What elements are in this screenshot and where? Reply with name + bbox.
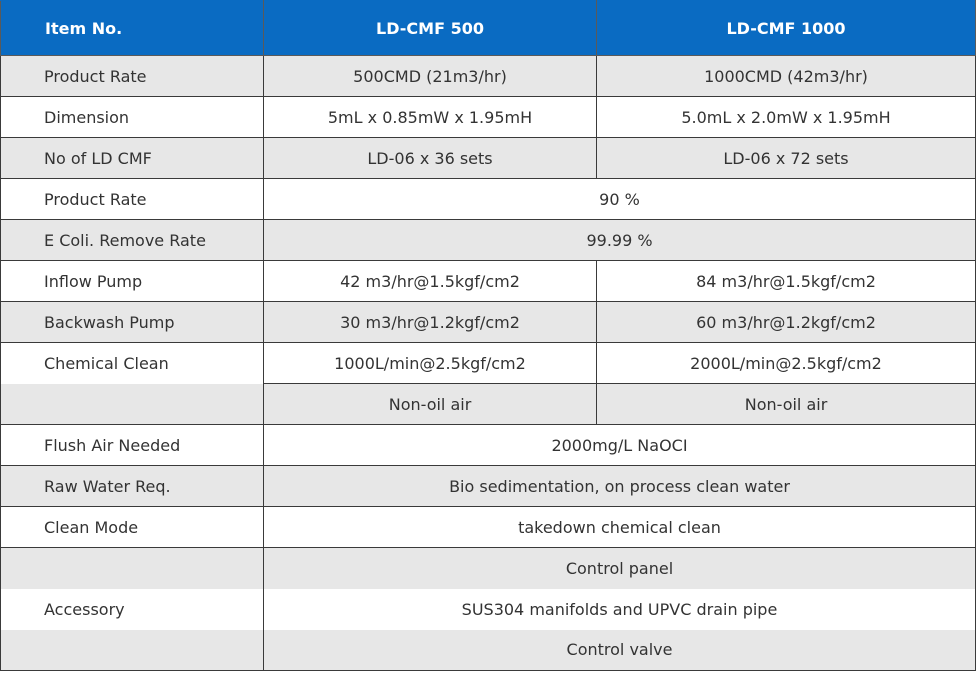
table-row: Control valve — [0, 629, 976, 671]
row-label-ecoli-remove-rate: E Coli. Remove Rate — [0, 219, 264, 261]
header-model-b: LD-CMF 1000 — [596, 0, 976, 56]
table-row: Flush Air Needed 2000mg/L NaOCI — [0, 424, 976, 466]
cell-accessory-manifolds: SUS304 manifolds and UPVC drain pipe — [263, 588, 976, 630]
header-item-no: Item No. — [0, 0, 264, 56]
row-label-clean-mode: Clean Mode — [0, 506, 264, 548]
row-label-dimension: Dimension — [0, 96, 264, 138]
row-label-inflow-pump: Inflow Pump — [0, 260, 264, 302]
cell-backwash-pump-b: 60 m3/hr@1.2kgf/cm2 — [596, 301, 976, 343]
row-label-raw-water-req: Raw Water Req. — [0, 465, 264, 507]
table-row: E Coli. Remove Rate 99.99 % — [0, 219, 976, 261]
table-row: Accessory SUS304 manifolds and UPVC drai… — [0, 588, 976, 630]
cell-chemical-clean-b: 2000L/min@2.5kgf/cm2 — [596, 342, 976, 384]
cell-air-a: Non-oil air — [263, 383, 597, 425]
row-label-empty — [0, 383, 264, 425]
row-label-product-rate: Product Rate — [0, 55, 264, 97]
row-label-accessory: Accessory — [0, 588, 264, 630]
cell-ecoli-remove-rate: 99.99 % — [263, 219, 976, 261]
cell-accessory-control-panel: Control panel — [263, 547, 976, 589]
header-model-a: LD-CMF 500 — [263, 0, 597, 56]
table-row: Clean Mode takedown chemical clean — [0, 506, 976, 548]
cell-accessory-control-valve: Control valve — [263, 629, 976, 671]
cell-product-rate-b: 1000CMD (42m3/hr) — [596, 55, 976, 97]
table-row: Non-oil air Non-oil air — [0, 383, 976, 425]
cell-backwash-pump-a: 30 m3/hr@1.2kgf/cm2 — [263, 301, 597, 343]
spec-table: Item No. LD-CMF 500 LD-CMF 1000 Product … — [0, 0, 976, 671]
cell-inflow-pump-b: 84 m3/hr@1.5kgf/cm2 — [596, 260, 976, 302]
table-row: Dimension 5mL x 0.85mW x 1.95mH 5.0mL x … — [0, 96, 976, 138]
row-label-empty — [0, 629, 264, 671]
cell-no-of-ld-cmf-b: LD-06 x 72 sets — [596, 137, 976, 179]
cell-raw-water-req: Bio sedimentation, on process clean wate… — [263, 465, 976, 507]
table-row: Control panel — [0, 547, 976, 589]
row-label-backwash-pump: Backwash Pump — [0, 301, 264, 343]
table-row: Product Rate 90 % — [0, 178, 976, 220]
row-label-empty — [0, 547, 264, 589]
row-label-no-of-ld-cmf: No of LD CMF — [0, 137, 264, 179]
table-row: Backwash Pump 30 m3/hr@1.2kgf/cm2 60 m3/… — [0, 301, 976, 343]
cell-no-of-ld-cmf-a: LD-06 x 36 sets — [263, 137, 597, 179]
header-row: Item No. LD-CMF 500 LD-CMF 1000 — [0, 0, 976, 56]
cell-air-b: Non-oil air — [596, 383, 976, 425]
cell-flush-air-needed: 2000mg/L NaOCI — [263, 424, 976, 466]
table-row: Inflow Pump 42 m3/hr@1.5kgf/cm2 84 m3/hr… — [0, 260, 976, 302]
cell-product-rate-a: 500CMD (21m3/hr) — [263, 55, 597, 97]
cell-dimension-a: 5mL x 0.85mW x 1.95mH — [263, 96, 597, 138]
row-label-chemical-clean: Chemical Clean — [0, 342, 264, 384]
table-row: No of LD CMF LD-06 x 36 sets LD-06 x 72 … — [0, 137, 976, 179]
cell-inflow-pump-a: 42 m3/hr@1.5kgf/cm2 — [263, 260, 597, 302]
cell-dimension-b: 5.0mL x 2.0mW x 1.95mH — [596, 96, 976, 138]
cell-clean-mode: takedown chemical clean — [263, 506, 976, 548]
table-row: Product Rate 500CMD (21m3/hr) 1000CMD (4… — [0, 55, 976, 97]
row-label-flush-air-needed: Flush Air Needed — [0, 424, 264, 466]
row-label-product-rate-pct: Product Rate — [0, 178, 264, 220]
cell-product-rate-pct: 90 % — [263, 178, 976, 220]
cell-chemical-clean-a: 1000L/min@2.5kgf/cm2 — [263, 342, 597, 384]
table-row: Chemical Clean 1000L/min@2.5kgf/cm2 2000… — [0, 342, 976, 384]
table-row: Raw Water Req. Bio sedimentation, on pro… — [0, 465, 976, 507]
